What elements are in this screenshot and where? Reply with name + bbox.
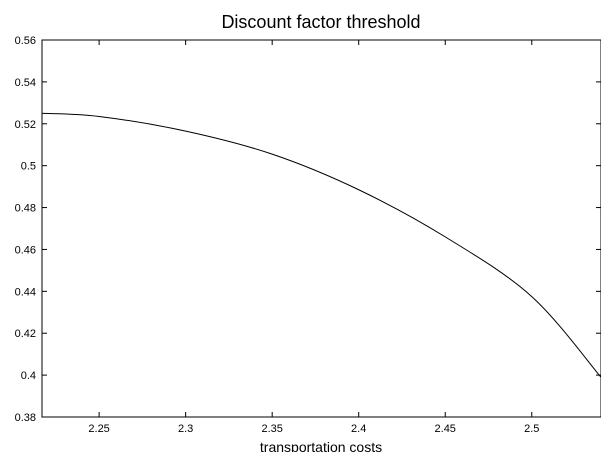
y-tick-label: 0.5 — [21, 161, 36, 173]
y-tick-label: 0.38 — [15, 412, 36, 424]
series-line-0 — [41, 112, 601, 378]
x-tick-label: 2.5 — [524, 423, 539, 435]
x-tick-label: 2.4 — [351, 423, 366, 435]
y-tick-label: 0.42 — [15, 328, 36, 340]
x-tick-label: 2.45 — [435, 423, 456, 435]
x-tick-label: 2.3 — [178, 423, 193, 435]
y-axis: 0.38 0.4 0.42 0.44 0.46 0.48 0.5 0.52 0.54 0.56 — [15, 35, 601, 424]
series-group — [41, 112, 601, 378]
x-axis: 2.25 2.3 2.35 2.4 2.45 2.5 — [88, 40, 539, 435]
y-tick-label: 0.46 — [15, 244, 36, 256]
x-tick-label: 2.25 — [88, 423, 109, 435]
x-axis-label: transportation costs — [260, 439, 382, 452]
y-tick-label: 0.4 — [21, 370, 36, 382]
plot-frame — [41, 39, 601, 418]
plot-area — [41, 39, 601, 418]
y-tick-label: 0.54 — [15, 77, 36, 89]
y-tick-label: 0.48 — [15, 203, 36, 215]
x-tick-label: 2.35 — [261, 423, 282, 435]
chart-title: Discount factor threshold — [221, 12, 420, 32]
y-tick-label: 0.44 — [15, 286, 36, 298]
y-tick-label: 0.56 — [15, 35, 36, 47]
y-tick-label: 0.52 — [15, 119, 36, 131]
